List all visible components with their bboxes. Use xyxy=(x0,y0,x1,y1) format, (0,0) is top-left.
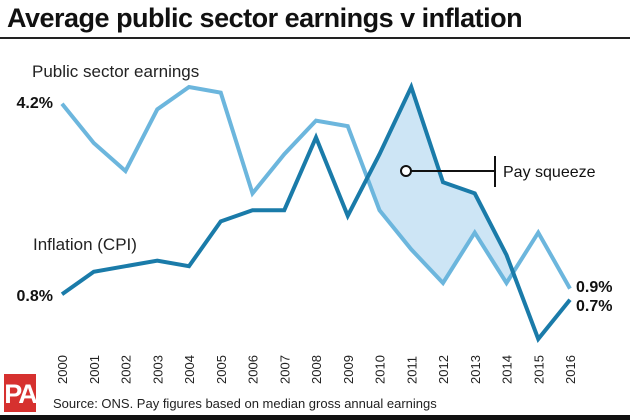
x-tick-label-2012: 2012 xyxy=(436,355,451,384)
x-tick-label-2008: 2008 xyxy=(309,355,324,384)
x-tick-label-2011: 2011 xyxy=(404,356,419,384)
x-tick-label-2015: 2015 xyxy=(531,355,546,384)
earnings-line xyxy=(60,84,572,290)
x-tick-label-2013: 2013 xyxy=(468,355,483,384)
x-tick-label-2001: 2001 xyxy=(87,355,102,384)
inflation-start-label: 0.8% xyxy=(17,288,53,305)
x-tick-label-2014: 2014 xyxy=(500,355,515,384)
x-tick-label-2009: 2009 xyxy=(341,355,356,384)
x-tick-label-2016: 2016 xyxy=(563,355,578,384)
x-tick-label-2004: 2004 xyxy=(182,355,197,384)
source-note: Source: ONS. Pay figures based on median… xyxy=(53,396,437,411)
pa-logo: PA xyxy=(4,374,38,412)
x-tick-label-2007: 2007 xyxy=(277,355,292,384)
title-divider xyxy=(0,37,630,39)
earnings-series-label: Public sector earnings xyxy=(32,62,199,81)
annotation-marker xyxy=(400,165,412,177)
x-tick-label-2010: 2010 xyxy=(373,355,388,384)
x-tick-label-2003: 2003 xyxy=(150,355,165,384)
inflation-line xyxy=(60,81,572,343)
earnings-start-label: 4.2% xyxy=(17,95,53,112)
inflation-series-label: Inflation (CPI) xyxy=(33,235,137,254)
x-tick-label-2005: 2005 xyxy=(214,355,229,384)
inflation-end-label: 0.7% xyxy=(576,298,612,315)
x-tick-label-2002: 2002 xyxy=(119,355,134,384)
chart-title: Average public sector earnings v inflati… xyxy=(7,3,523,33)
x-tick-label-2000: 2000 xyxy=(55,355,70,384)
pay-squeeze-annotation: Pay squeeze xyxy=(503,164,596,181)
x-tick-label-2006: 2006 xyxy=(246,355,261,384)
pay-squeeze-shade xyxy=(442,181,475,284)
earnings-end-label: 0.9% xyxy=(576,279,612,296)
bottom-divider xyxy=(0,415,630,420)
